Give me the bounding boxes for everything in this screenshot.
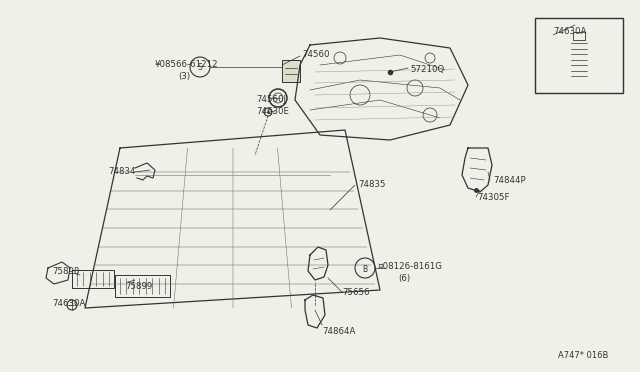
Text: 74835: 74835 [358, 180, 385, 189]
Bar [282, 60, 300, 82]
Bar [72, 270, 114, 288]
Text: 74864A: 74864A [322, 327, 355, 336]
Bar [535, 18, 623, 93]
Bar [573, 32, 585, 40]
Text: 75656: 75656 [342, 288, 369, 297]
Text: 74844P: 74844P [493, 176, 525, 185]
Text: B: B [362, 264, 367, 273]
Text: ¤08126-8161G: ¤08126-8161G [378, 262, 443, 271]
Text: (6): (6) [398, 274, 410, 283]
Text: A747* 016B: A747* 016B [557, 351, 608, 360]
Text: 74560J: 74560J [256, 95, 286, 104]
Text: 57210Q: 57210Q [410, 65, 444, 74]
Text: ¥08566-61212: ¥08566-61212 [155, 60, 219, 69]
Text: 74630A: 74630A [52, 299, 85, 308]
Text: 74630A: 74630A [553, 27, 586, 36]
Text: 74834: 74834 [108, 167, 136, 176]
Text: (3): (3) [178, 72, 190, 81]
Bar [115, 275, 170, 297]
Text: 74560: 74560 [302, 50, 330, 59]
Text: 75899: 75899 [125, 282, 152, 291]
Text: 74630E: 74630E [256, 107, 289, 116]
Text: S: S [198, 64, 202, 73]
Text: 74305F: 74305F [477, 193, 509, 202]
Text: 75898: 75898 [52, 267, 79, 276]
